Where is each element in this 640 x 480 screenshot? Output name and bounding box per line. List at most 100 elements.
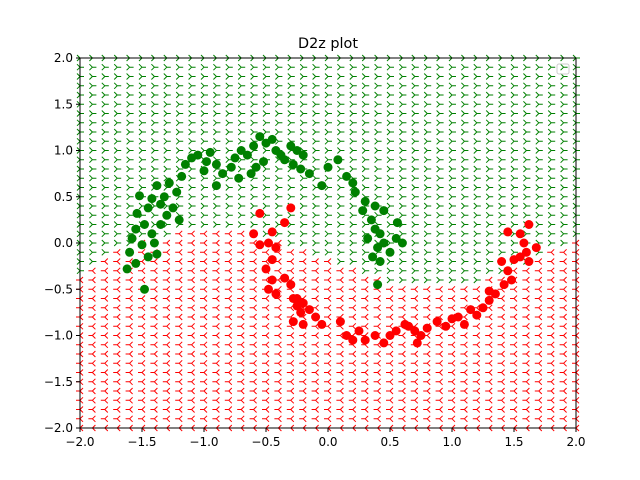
region-marker-green xyxy=(547,73,556,80)
y-tick-label: 0.5 xyxy=(54,190,73,204)
region-marker-red xyxy=(88,387,96,395)
region-marker-green xyxy=(423,230,432,238)
region-marker-green xyxy=(337,184,345,191)
region-marker-red xyxy=(100,313,109,321)
region-marker-red xyxy=(224,295,233,302)
region-marker-red xyxy=(485,396,493,404)
region-marker-red xyxy=(386,350,394,358)
region-marker-green xyxy=(89,239,97,247)
region-marker-red xyxy=(113,396,121,404)
region-marker-red xyxy=(113,332,121,339)
region-marker-green xyxy=(535,119,543,127)
region-marker-green xyxy=(535,63,543,71)
region-marker-green xyxy=(461,137,469,145)
region-marker-green xyxy=(498,193,506,201)
region-marker-green xyxy=(374,119,382,127)
region-marker-red xyxy=(398,285,406,293)
region-marker-green xyxy=(225,137,233,145)
region-marker-green xyxy=(138,110,146,117)
data-point-red xyxy=(280,273,290,283)
data-point-green xyxy=(202,157,211,167)
region-marker-green xyxy=(461,202,469,210)
region-marker-red xyxy=(311,267,319,275)
data-point-red xyxy=(298,298,308,308)
region-marker-green xyxy=(262,165,270,173)
region-marker-green xyxy=(399,156,407,164)
region-marker-green xyxy=(461,100,469,108)
region-marker-green xyxy=(188,119,196,127)
region-marker-red xyxy=(547,267,555,275)
region-marker-green xyxy=(547,100,556,108)
region-marker-red xyxy=(398,332,406,339)
region-marker-green xyxy=(436,248,444,256)
data-point-green xyxy=(156,220,166,229)
region-marker-green xyxy=(151,82,159,90)
data-point-red xyxy=(441,321,451,331)
region-marker-green xyxy=(101,137,109,145)
region-marker-green xyxy=(386,147,394,154)
region-marker-green xyxy=(175,128,184,136)
region-marker-green xyxy=(535,82,543,90)
region-marker-green xyxy=(361,221,370,228)
region-marker-green xyxy=(461,184,469,191)
region-marker-green xyxy=(151,156,159,164)
region-marker-red xyxy=(249,248,257,256)
data-point-green xyxy=(162,210,172,220)
region-marker-green xyxy=(287,73,295,80)
region-marker-red xyxy=(534,359,543,367)
region-marker-red xyxy=(200,369,208,376)
region-marker-green xyxy=(349,230,357,238)
region-marker-red xyxy=(88,359,96,367)
region-marker-red xyxy=(547,332,555,339)
region-marker-red xyxy=(311,341,319,349)
region-marker-green xyxy=(411,63,419,71)
region-marker-red xyxy=(559,304,567,312)
region-marker-green xyxy=(423,202,432,210)
region-marker-green xyxy=(510,63,518,71)
region-marker-green xyxy=(237,119,246,127)
region-marker-red xyxy=(187,304,195,312)
region-marker-red xyxy=(113,406,121,413)
region-marker-red xyxy=(324,369,332,376)
region-marker-red xyxy=(423,396,431,404)
region-marker-red xyxy=(138,322,146,330)
region-marker-red xyxy=(224,313,233,321)
region-marker-green xyxy=(423,147,432,154)
region-marker-green xyxy=(337,258,345,265)
region-marker-red xyxy=(262,350,270,358)
region-marker-red xyxy=(187,239,195,247)
region-marker-green xyxy=(461,82,469,90)
region-marker-green xyxy=(101,221,109,228)
region-marker-red xyxy=(547,285,555,293)
region-marker-green xyxy=(523,100,531,108)
region-marker-green xyxy=(299,91,308,99)
region-marker-red xyxy=(88,369,96,376)
region-marker-green xyxy=(262,184,270,191)
region-marker-green xyxy=(485,91,494,99)
region-marker-green xyxy=(349,248,357,256)
region-marker-red xyxy=(547,276,555,284)
region-marker-green xyxy=(399,174,407,182)
region-marker-green xyxy=(523,202,531,210)
data-point-green xyxy=(205,147,215,157)
region-marker-red xyxy=(448,387,456,395)
region-marker-red xyxy=(472,396,481,404)
region-marker-green xyxy=(324,82,332,90)
region-marker-green xyxy=(151,119,159,127)
region-marker-green xyxy=(126,239,134,247)
region-marker-green xyxy=(423,73,432,80)
region-marker-green xyxy=(386,156,394,164)
region-marker-red xyxy=(237,267,245,275)
region-marker-green xyxy=(461,267,469,275)
region-marker-green xyxy=(324,110,332,117)
region-marker-green xyxy=(262,110,270,117)
region-marker-green xyxy=(188,100,196,108)
region-marker-red xyxy=(410,285,419,293)
region-marker-green xyxy=(299,184,308,191)
region-marker-green xyxy=(547,147,556,154)
region-marker-green xyxy=(349,110,357,117)
region-marker-red xyxy=(224,387,233,395)
region-marker-red xyxy=(175,267,183,275)
region-marker-red xyxy=(361,276,369,284)
data-point-red xyxy=(422,323,432,333)
